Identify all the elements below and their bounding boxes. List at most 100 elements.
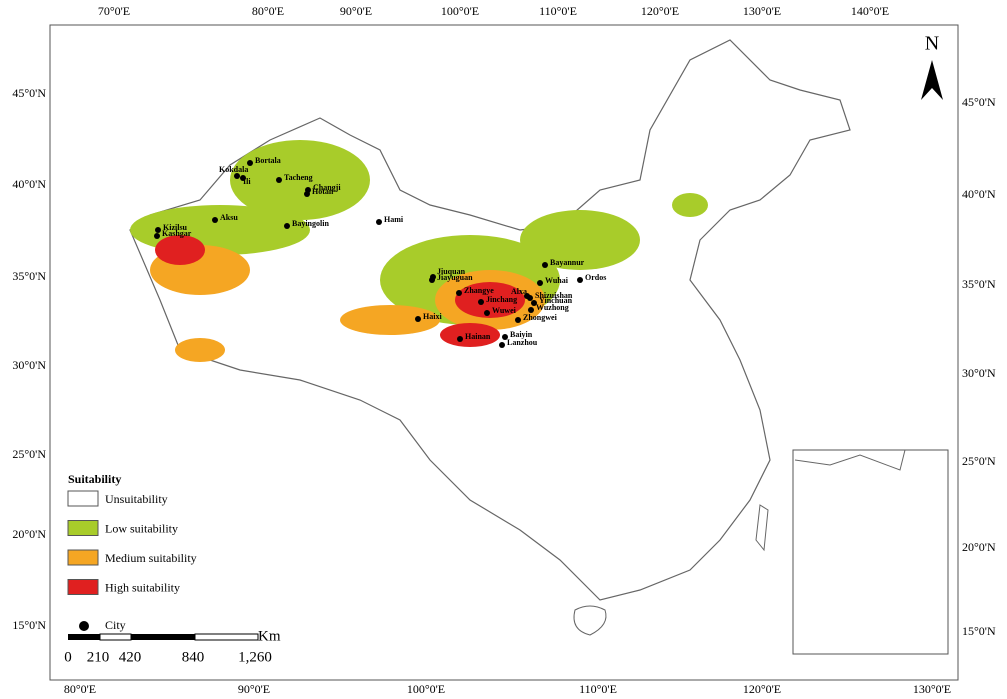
city-label: Hotan [312, 187, 334, 196]
scale-segment [99, 633, 132, 641]
city-label: Wuzhong [536, 303, 569, 312]
lat-label: 45°0'N [962, 95, 996, 109]
scale-segment [68, 634, 100, 640]
scale-label: 0 [64, 649, 72, 665]
legend-label: Low suitability [105, 521, 178, 535]
lat-label: 35°0'N [12, 269, 46, 283]
city-label: Kizilsu [163, 223, 188, 232]
city-dot [527, 295, 533, 301]
city-label: Wuwei [492, 306, 517, 315]
city-dot [499, 342, 505, 348]
city-dot [376, 219, 382, 225]
city-label: Bayingolin [292, 219, 329, 228]
city-dot [577, 277, 583, 283]
north-label: N [925, 33, 939, 55]
city-label: Wuhai [545, 276, 569, 285]
scale-label: 840 [182, 649, 205, 665]
city-label: Bortala [255, 156, 281, 165]
lon-label: 140°0'E [851, 4, 889, 18]
island [755, 504, 769, 552]
city-dot [542, 262, 548, 268]
lat-label: 15°0'N [12, 618, 46, 632]
city-label: Zhangye [464, 286, 494, 295]
inset-frame [792, 449, 949, 655]
scale-segment [131, 634, 195, 640]
lon-label: 90°0'E [340, 4, 372, 18]
city-label: Haixi [423, 312, 442, 321]
lon-label: 130°0'E [913, 682, 951, 696]
lon-label: 80°0'E [64, 682, 96, 696]
city-dot [155, 227, 161, 233]
lat-label: 40°0'N [12, 177, 46, 191]
city-label: Alxa [511, 287, 527, 296]
city-label: Shizuishan [535, 291, 573, 300]
city-label: Aksu [220, 213, 238, 222]
city-dot [502, 334, 508, 340]
lat-label: 20°0'N [12, 527, 46, 541]
lat-label: 35°0'N [962, 277, 996, 291]
lat-label: 25°0'N [12, 447, 46, 461]
city-label: Changji [313, 183, 341, 192]
city-dot [247, 160, 253, 166]
city-label: Kashgar [162, 229, 192, 238]
city-dot [429, 277, 435, 283]
lat-label: 45°0'N [12, 86, 46, 100]
lon-label: 120°0'E [641, 4, 679, 18]
city-label: Yinchuan [539, 296, 573, 305]
city-label: Tacheng [284, 173, 313, 182]
legend-label: Unsuitability [105, 492, 168, 506]
city-label: Ordos [585, 273, 606, 282]
city-dot [415, 316, 421, 322]
lon-label: 120°0'E [743, 682, 781, 696]
lon-label: 110°0'E [539, 4, 577, 18]
city-dot [234, 173, 240, 179]
city-label: Hami [384, 215, 404, 224]
legend-swatch [67, 520, 99, 536]
city-dot [304, 191, 310, 197]
island [573, 605, 607, 636]
legend-label: Medium suitability [105, 551, 197, 565]
inset-coast [794, 449, 906, 471]
legend-swatch [67, 549, 99, 566]
city-dot [478, 299, 484, 305]
city-label: Baiyin [510, 330, 533, 339]
legend-title: Suitability [68, 472, 121, 486]
scale-segment [194, 633, 259, 641]
legend-swatch [67, 490, 99, 507]
city-label: Ili [243, 177, 251, 186]
city-dot [212, 217, 218, 223]
lat-label: 15°0'N [962, 624, 996, 638]
city-dot [284, 223, 290, 229]
lon-label: 110°0'E [579, 682, 617, 696]
scale-label: 420 [119, 649, 142, 665]
city-label: Hainan [465, 332, 491, 341]
city-label: Lanzhou [507, 338, 538, 347]
lon-label: 80°0'E [252, 4, 284, 18]
city-label: Kokdala [219, 165, 248, 174]
city-dot [528, 307, 534, 313]
lon-label: 70°0'E [98, 4, 130, 18]
city-dot [531, 300, 537, 306]
legend-swatch [67, 579, 99, 595]
lon-label: 100°0'E [441, 4, 479, 18]
city-dot [154, 233, 160, 239]
city-dot [457, 336, 463, 342]
lat-label: 20°0'N [962, 540, 996, 554]
city-dot [515, 317, 521, 323]
city-dot [456, 290, 462, 296]
city-dot [484, 310, 490, 316]
city-label: Jinchang [486, 295, 517, 304]
lat-label: 30°0'N [962, 366, 996, 380]
scale-label: 1,260 [238, 649, 272, 665]
city-label: Jiayuguan [437, 273, 473, 282]
legend-label: City [105, 618, 126, 632]
legend-label: High suitability [105, 580, 180, 594]
north-arrow [921, 60, 943, 100]
legend-swatch [79, 621, 89, 631]
lon-label: 130°0'E [743, 4, 781, 18]
scale-label: 210 [87, 649, 110, 665]
scale-unit: Km [258, 628, 281, 644]
lat-label: 30°0'N [12, 358, 46, 372]
city-label: Zhongwei [523, 313, 558, 322]
